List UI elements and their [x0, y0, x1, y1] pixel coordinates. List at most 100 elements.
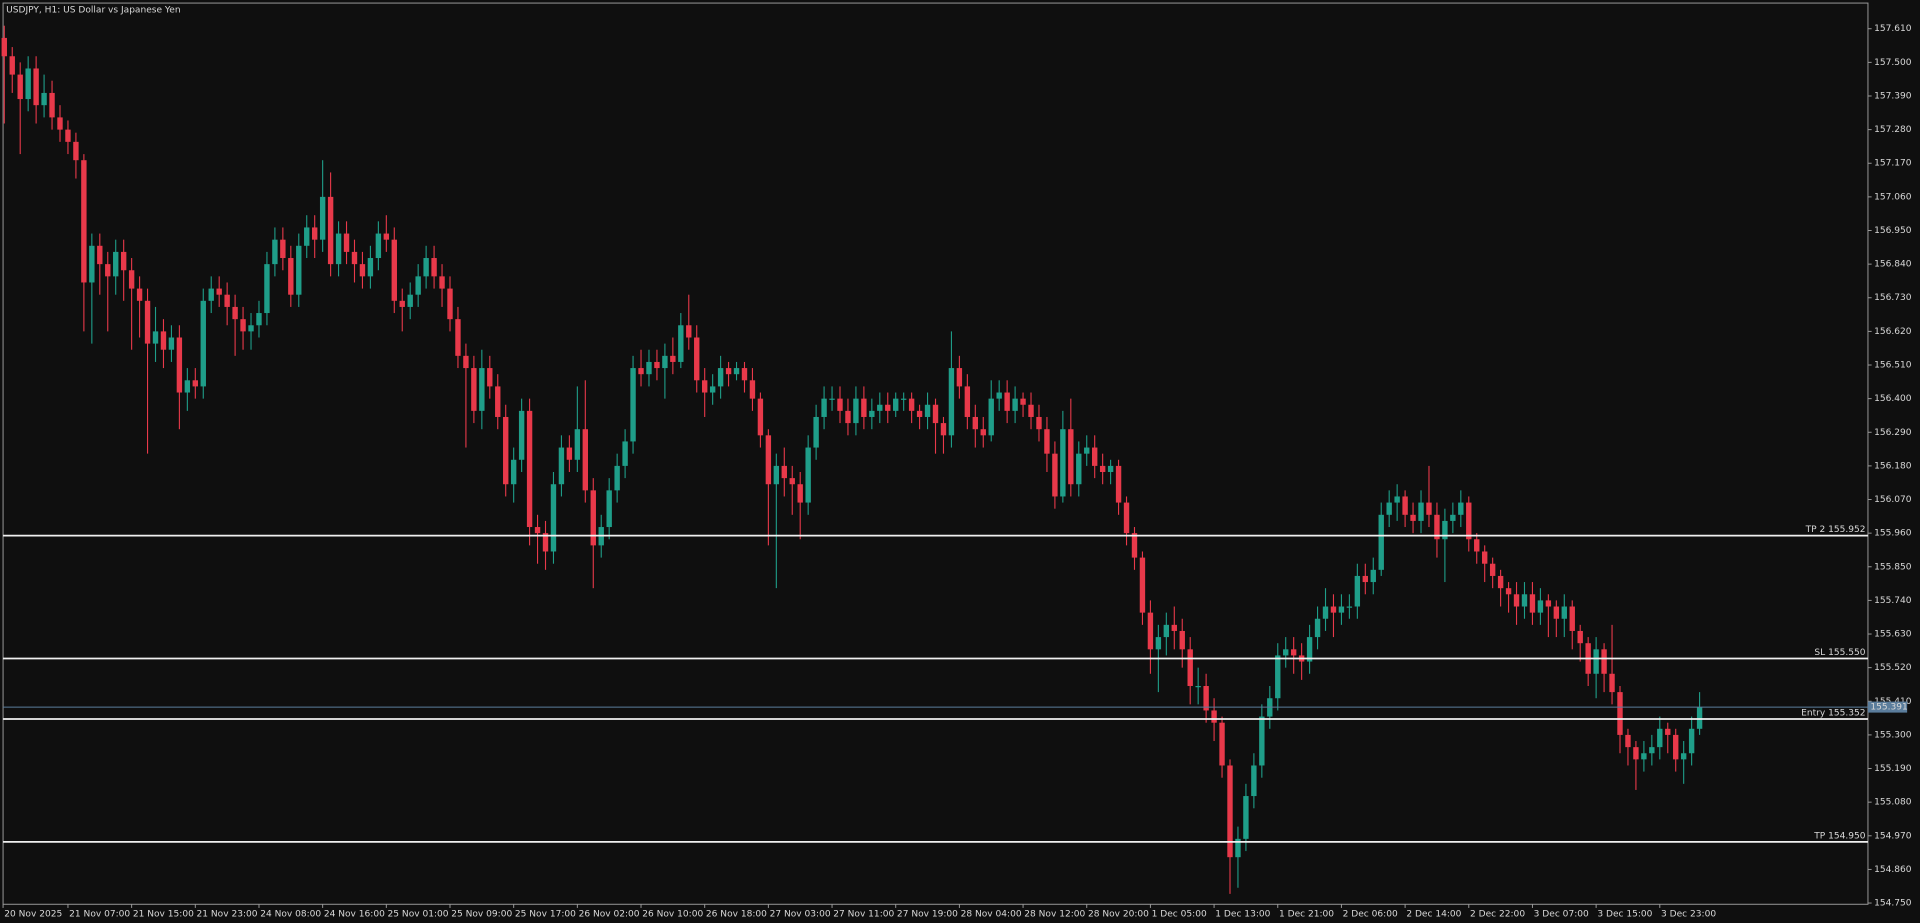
- level-label: TP 154.950: [1813, 831, 1866, 841]
- y-tick-label: 157.500: [1874, 58, 1912, 68]
- candle-body: [1330, 606, 1337, 613]
- x-tick-label: 25 Nov 09:00: [451, 910, 512, 920]
- candle-body: [1362, 575, 1369, 583]
- y-tick-label: 156.510: [1874, 361, 1912, 371]
- candle-body: [765, 435, 772, 485]
- candle-body: [805, 447, 811, 503]
- candle-body: [654, 361, 660, 369]
- candle-body: [1386, 502, 1392, 515]
- candle-body: [542, 533, 549, 552]
- candle-body: [128, 270, 135, 289]
- candle-body: [1545, 600, 1552, 607]
- x-tick-label: 2 Dec 22:00: [1470, 910, 1525, 920]
- candle-body: [1394, 496, 1400, 503]
- candle-body: [1426, 502, 1432, 515]
- y-tick-label: 156.620: [1874, 327, 1912, 337]
- candle-body: [709, 386, 716, 393]
- candle-body: [1609, 673, 1615, 693]
- candle-body: [113, 251, 119, 277]
- candle-body: [646, 361, 652, 375]
- candle-body: [1680, 753, 1687, 760]
- candle-body: [224, 294, 230, 307]
- candle-body: [1466, 502, 1472, 540]
- candle-body: [662, 355, 668, 369]
- candle-body: [1569, 606, 1575, 631]
- candle-body: [1442, 520, 1448, 540]
- candle-body: [208, 288, 214, 301]
- candle-body: [248, 325, 254, 332]
- candle-body: [510, 459, 517, 485]
- candle-body: [399, 300, 405, 307]
- y-tick-label: 155.300: [1874, 730, 1912, 740]
- candle-body: [495, 386, 501, 417]
- candle-body: [518, 410, 525, 460]
- candle-body: [65, 129, 71, 142]
- chart-title: USDJPY, H1: US Dollar vs Japanese Yen: [6, 5, 180, 15]
- candle-body: [988, 398, 994, 436]
- candle-body: [1275, 655, 1281, 699]
- x-tick-label: 27 Nov 11:00: [833, 910, 894, 920]
- y-tick-label: 155.960: [1874, 529, 1912, 539]
- candle-body: [232, 306, 238, 320]
- candle-body: [455, 319, 461, 356]
- y-tick-label: 155.520: [1874, 663, 1912, 673]
- candle-body: [256, 313, 262, 326]
- candle-body: [566, 447, 573, 460]
- candle-body: [1513, 594, 1520, 607]
- x-tick-label: 24 Nov 08:00: [260, 910, 321, 920]
- candle-body: [152, 331, 159, 344]
- candle-body: [296, 245, 302, 295]
- candle-body: [781, 465, 787, 479]
- candle-body: [81, 160, 87, 283]
- candle-body: [335, 233, 342, 265]
- candle-body: [1561, 606, 1567, 619]
- candle-body: [550, 484, 557, 552]
- candle-body: [614, 465, 620, 491]
- candle-body: [33, 68, 39, 106]
- candle-body: [1458, 502, 1464, 515]
- candle-body: [359, 264, 366, 277]
- candle-body: [1322, 606, 1329, 619]
- candle-body: [940, 423, 947, 436]
- candle-body: [439, 276, 445, 289]
- candle-body: [1219, 722, 1225, 766]
- candle-body: [789, 478, 795, 485]
- candle-body: [1314, 618, 1321, 638]
- candle-body: [1092, 447, 1098, 466]
- y-tick-label: 156.070: [1874, 495, 1912, 505]
- candle-body: [1529, 594, 1536, 613]
- candle-body: [367, 258, 374, 277]
- candle-body: [1617, 692, 1623, 735]
- candle-body: [996, 392, 1002, 399]
- candle-body: [1187, 649, 1193, 686]
- candle-body: [1020, 398, 1026, 405]
- candle-body: [1641, 753, 1647, 760]
- x-tick-label: 26 Nov 10:00: [642, 910, 703, 920]
- candle-body: [1306, 637, 1313, 662]
- candle-body: [431, 258, 437, 277]
- candle-body: [1283, 649, 1289, 656]
- candle-body: [678, 325, 684, 362]
- y-tick-label: 157.610: [1874, 24, 1912, 34]
- candle-body: [606, 490, 612, 528]
- candle-body: [853, 398, 859, 424]
- y-tick-label: 157.170: [1874, 159, 1912, 169]
- y-tick-label: 155.630: [1874, 630, 1912, 640]
- last-price-tag: [1867, 701, 1908, 713]
- candle-body: [1203, 685, 1209, 711]
- y-tick-label: 157.280: [1874, 125, 1912, 135]
- candle-body: [900, 398, 907, 400]
- candle-body: [773, 465, 780, 485]
- candle-body: [312, 227, 318, 240]
- candle-body: [41, 92, 47, 106]
- candle-body: [1593, 649, 1599, 674]
- x-tick-label: 21 Nov 15:00: [133, 910, 194, 920]
- candle-body: [916, 410, 923, 417]
- candle-body: [288, 258, 294, 295]
- candle-body: [1123, 502, 1130, 534]
- candle-body: [1251, 765, 1257, 797]
- candle-body: [1084, 447, 1090, 454]
- candle-body: [97, 245, 103, 265]
- candle-body: [1155, 637, 1162, 650]
